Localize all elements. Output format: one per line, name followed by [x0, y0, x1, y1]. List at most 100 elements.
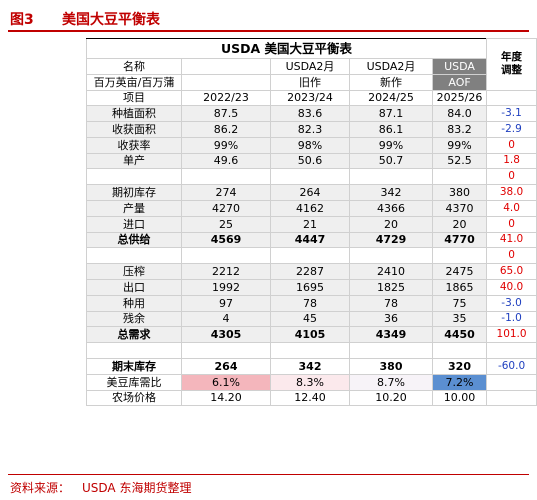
- value-cell: 2475: [431, 263, 488, 280]
- value-cell: 97: [181, 294, 271, 312]
- value-cell: 1825: [349, 279, 433, 296]
- value-cell: 8.7%: [349, 373, 433, 391]
- value-cell: 86.2: [181, 121, 271, 138]
- figure-title: 美国大豆平衡表: [62, 12, 160, 28]
- value-cell: 87.5: [181, 105, 271, 122]
- value-cell: 4370: [431, 200, 488, 217]
- value-cell: 52.5: [431, 152, 488, 170]
- col1-year: 2022/23: [181, 89, 271, 107]
- value-cell: 4569: [181, 231, 271, 249]
- value-cell: 264: [181, 358, 271, 375]
- table-row: 总需求 4305 4105 4349 4450 101.0: [86, 326, 537, 343]
- row-label: [86, 168, 182, 186]
- value-cell: 83.6: [270, 105, 350, 122]
- value-cell: 87.1: [349, 105, 433, 122]
- col2-sub: 旧作: [270, 73, 350, 91]
- header-row-unit: 百万英亩/百万蒲 旧作 新作 AOF: [86, 73, 537, 91]
- value-cell: [181, 168, 271, 186]
- value-cell: 98%: [270, 136, 350, 154]
- value-cell: 78: [349, 294, 433, 312]
- value-cell: [349, 342, 433, 359]
- table-row: 种植面积 87.5 83.6 87.1 84.0 -3.1: [86, 105, 537, 122]
- col4-top: USDA: [431, 58, 488, 75]
- adjustment-cell: 40.0: [486, 279, 537, 296]
- value-cell: 4162: [270, 200, 350, 217]
- row-label: 收获率: [86, 136, 182, 154]
- table-row: 出口 1992 1695 1825 1865 40.0: [86, 279, 537, 296]
- row-label: 期末库存: [86, 358, 182, 375]
- table-title: USDA 美国大豆平衡表: [85, 38, 488, 59]
- value-cell: 83.2: [431, 121, 488, 138]
- value-cell: 8.3%: [270, 373, 350, 391]
- value-cell: 75: [431, 294, 488, 312]
- value-cell: 10.20: [349, 389, 433, 407]
- table-row: 种用 97 78 78 75 -3.0: [86, 294, 537, 312]
- value-cell: [270, 247, 350, 265]
- row-label: 总供给: [86, 231, 182, 249]
- adjustment-cell: [486, 373, 537, 391]
- value-cell: 342: [349, 184, 433, 201]
- adjustment-cell: 0: [486, 215, 537, 233]
- col3-sub: 新作: [349, 73, 433, 91]
- adjustment-header-line1: 年度: [501, 51, 523, 64]
- value-cell: 82.3: [270, 121, 350, 138]
- value-cell: 2410: [349, 263, 433, 280]
- col4-year: 2025/26: [431, 89, 488, 107]
- adjustment-header-line2: 调整: [501, 64, 523, 77]
- value-cell: 4349: [349, 326, 433, 343]
- value-cell: [431, 247, 488, 265]
- figure-header: 图3 美国大豆平衡表: [8, 6, 529, 32]
- row-label: 种植面积: [86, 105, 182, 122]
- value-cell: 2212: [181, 263, 271, 280]
- table-row: 收获率 99% 98% 99% 99% 0: [86, 136, 537, 154]
- value-cell: 7.2%: [431, 373, 488, 391]
- table-row: 压榨 2212 2287 2410 2475 65.0: [86, 263, 537, 280]
- value-cell: [349, 247, 433, 265]
- col1-sub: [181, 73, 271, 91]
- item-label: 项目: [86, 89, 182, 107]
- adjustment-cell: 101.0: [486, 326, 537, 343]
- adjustment-cell: -3.0: [486, 294, 537, 312]
- value-cell: 4305: [181, 326, 271, 343]
- value-cell: 4729: [349, 231, 433, 249]
- value-cell: 25: [181, 215, 271, 233]
- adjustment-cell: 0: [486, 247, 537, 265]
- table-row: 期初库存 274 264 342 380 38.0: [86, 184, 537, 201]
- value-cell: 21: [270, 215, 350, 233]
- table-row: 期末库存 264 342 380 320 -60.0: [86, 358, 537, 375]
- value-cell: 99%: [181, 136, 271, 154]
- value-cell: 4450: [431, 326, 488, 343]
- table-row: 0: [86, 247, 537, 265]
- row-label: 总需求: [86, 326, 182, 343]
- col3-top: USDA2月: [349, 58, 433, 75]
- table-row: 残余 4 45 36 35 -1.0: [86, 310, 537, 328]
- adjustment-blank: [486, 89, 537, 107]
- unit-label: 百万英亩/百万蒲: [86, 73, 182, 91]
- value-cell: 274: [181, 184, 271, 201]
- adjustment-cell: 65.0: [486, 263, 537, 280]
- value-cell: 10.00: [431, 389, 488, 407]
- adjustment-cell: 0: [486, 136, 537, 154]
- adjustment-cell: -1.0: [486, 310, 537, 328]
- value-cell: 342: [270, 358, 350, 375]
- adjustment-cell: -2.9: [486, 121, 537, 138]
- value-cell: 78: [270, 294, 350, 312]
- table-title-row: USDA 美国大豆平衡表 年度 调整: [85, 38, 537, 91]
- table-row: 农场价格 14.20 12.40 10.20 10.00: [86, 389, 537, 407]
- col2-top: USDA2月: [270, 58, 350, 75]
- table-row: 产量 4270 4162 4366 4370 4.0: [86, 200, 537, 217]
- row-label: 残余: [86, 310, 182, 328]
- row-label: 农场价格: [86, 389, 182, 407]
- row-label: [86, 342, 182, 359]
- value-cell: [431, 342, 488, 359]
- value-cell: 1992: [181, 279, 271, 296]
- adjustment-cell: 4.0: [486, 200, 537, 217]
- value-cell: 20: [431, 215, 488, 233]
- value-cell: 12.40: [270, 389, 350, 407]
- value-cell: 4447: [270, 231, 350, 249]
- value-cell: 380: [349, 358, 433, 375]
- row-label: [86, 247, 182, 265]
- value-cell: 50.6: [270, 152, 350, 170]
- value-cell: [270, 168, 350, 186]
- value-cell: 320: [431, 358, 488, 375]
